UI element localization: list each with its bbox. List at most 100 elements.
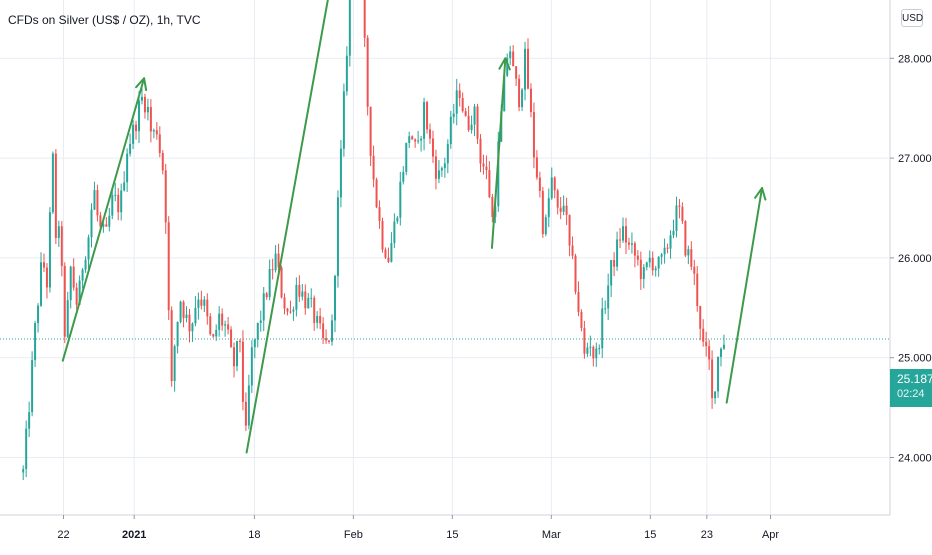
candle-body [512, 51, 515, 67]
trend-arrow[interactable] [61, 77, 148, 362]
candle-body [63, 265, 66, 337]
candle-body [212, 334, 215, 337]
candle-body [126, 153, 129, 183]
candle-body [521, 89, 524, 108]
candle-body [687, 249, 690, 256]
candle-body [194, 307, 197, 324]
candle-body [22, 469, 25, 473]
candle-body [191, 323, 194, 332]
candle-body [310, 297, 313, 299]
candle-body [132, 124, 135, 144]
candle-body [705, 341, 708, 347]
candle-body [176, 321, 179, 347]
candle-body [328, 340, 331, 342]
candle-body [577, 292, 580, 312]
candle-body [559, 207, 562, 212]
candle-body [411, 136, 414, 140]
grid-lines [0, 0, 890, 515]
candle-body [345, 55, 348, 92]
candle-body [613, 260, 616, 267]
candle-body [684, 221, 687, 256]
candle-body [417, 140, 420, 142]
x-tick-label: 23 [701, 529, 713, 541]
candle-body [619, 239, 622, 241]
bar-countdown: 02:24 [897, 388, 925, 400]
candle-body [84, 259, 87, 270]
candle-body [381, 220, 384, 250]
candle-body [203, 299, 206, 306]
candle-body [224, 324, 227, 326]
candle-body [322, 323, 325, 339]
candle-body [51, 153, 54, 213]
candle-body [503, 75, 506, 112]
candle-body [188, 314, 191, 332]
candle-body [25, 428, 28, 470]
candle-body [666, 247, 669, 249]
trend-arrow[interactable] [490, 57, 511, 249]
candle-body [414, 139, 417, 142]
candle-body [81, 269, 84, 281]
trend-arrow[interactable] [245, 0, 358, 454]
candle-body [170, 310, 173, 382]
candle-body [227, 324, 230, 330]
candle-body [711, 359, 714, 399]
candle-body [645, 262, 648, 268]
trend-arrow-shaft [245, 0, 329, 454]
candle-body [601, 308, 604, 349]
candle-body [639, 259, 642, 280]
candle-body [491, 197, 494, 218]
y-tick-label: 25.000 [898, 353, 932, 365]
candle-body [218, 313, 221, 330]
candle-body [155, 130, 158, 135]
candle-body [319, 315, 322, 324]
candle-body [366, 37, 369, 107]
candle-body [259, 320, 262, 323]
candle-body [452, 113, 455, 117]
price-axis[interactable]: 24.00025.00026.00027.00028.00029.00030.0… [890, 0, 932, 465]
candle-body [244, 401, 247, 426]
candle-body [678, 205, 681, 207]
trend-arrows[interactable] [61, 0, 767, 454]
candle-body [185, 314, 188, 319]
candle-body [135, 124, 138, 132]
candle-body [720, 348, 723, 357]
candle-body [31, 360, 34, 413]
candle-body [72, 266, 75, 288]
candle-body [378, 207, 381, 221]
trend-arrow[interactable] [725, 187, 767, 404]
candle-body [375, 179, 378, 208]
candle-body [642, 267, 645, 280]
candle-body [197, 299, 200, 308]
candle-body [48, 212, 51, 288]
candle-body [396, 217, 399, 222]
currency-button[interactable]: USD [901, 9, 923, 27]
candle-body [556, 190, 559, 208]
candle-body [722, 344, 725, 349]
candle-body [167, 222, 170, 311]
candle-body [446, 144, 449, 164]
candle-body [633, 243, 636, 256]
candle-body [149, 106, 152, 132]
x-tick-label: Apr [762, 529, 779, 541]
candle-body [455, 90, 458, 114]
time-axis[interactable]: 22 2021 18 Feb 15 Mar 15 23 Apr [57, 515, 779, 541]
candle-body [589, 346, 592, 348]
x-tick-label: Mar [542, 529, 561, 541]
candle-body [610, 260, 613, 286]
candle-body [402, 171, 405, 182]
candle-body [75, 287, 78, 305]
candle-body [524, 48, 527, 90]
candle-body [66, 300, 69, 337]
candle-body [325, 338, 328, 341]
candle-body [429, 129, 432, 139]
candle-body [708, 346, 711, 360]
candle-body [161, 153, 164, 171]
candle-body [526, 48, 529, 89]
candle-body [390, 243, 393, 262]
y-tick-label: 27.000 [898, 153, 932, 165]
trend-arrow-shaft [725, 187, 764, 404]
candle-body [568, 214, 571, 246]
candle-body [434, 156, 437, 179]
